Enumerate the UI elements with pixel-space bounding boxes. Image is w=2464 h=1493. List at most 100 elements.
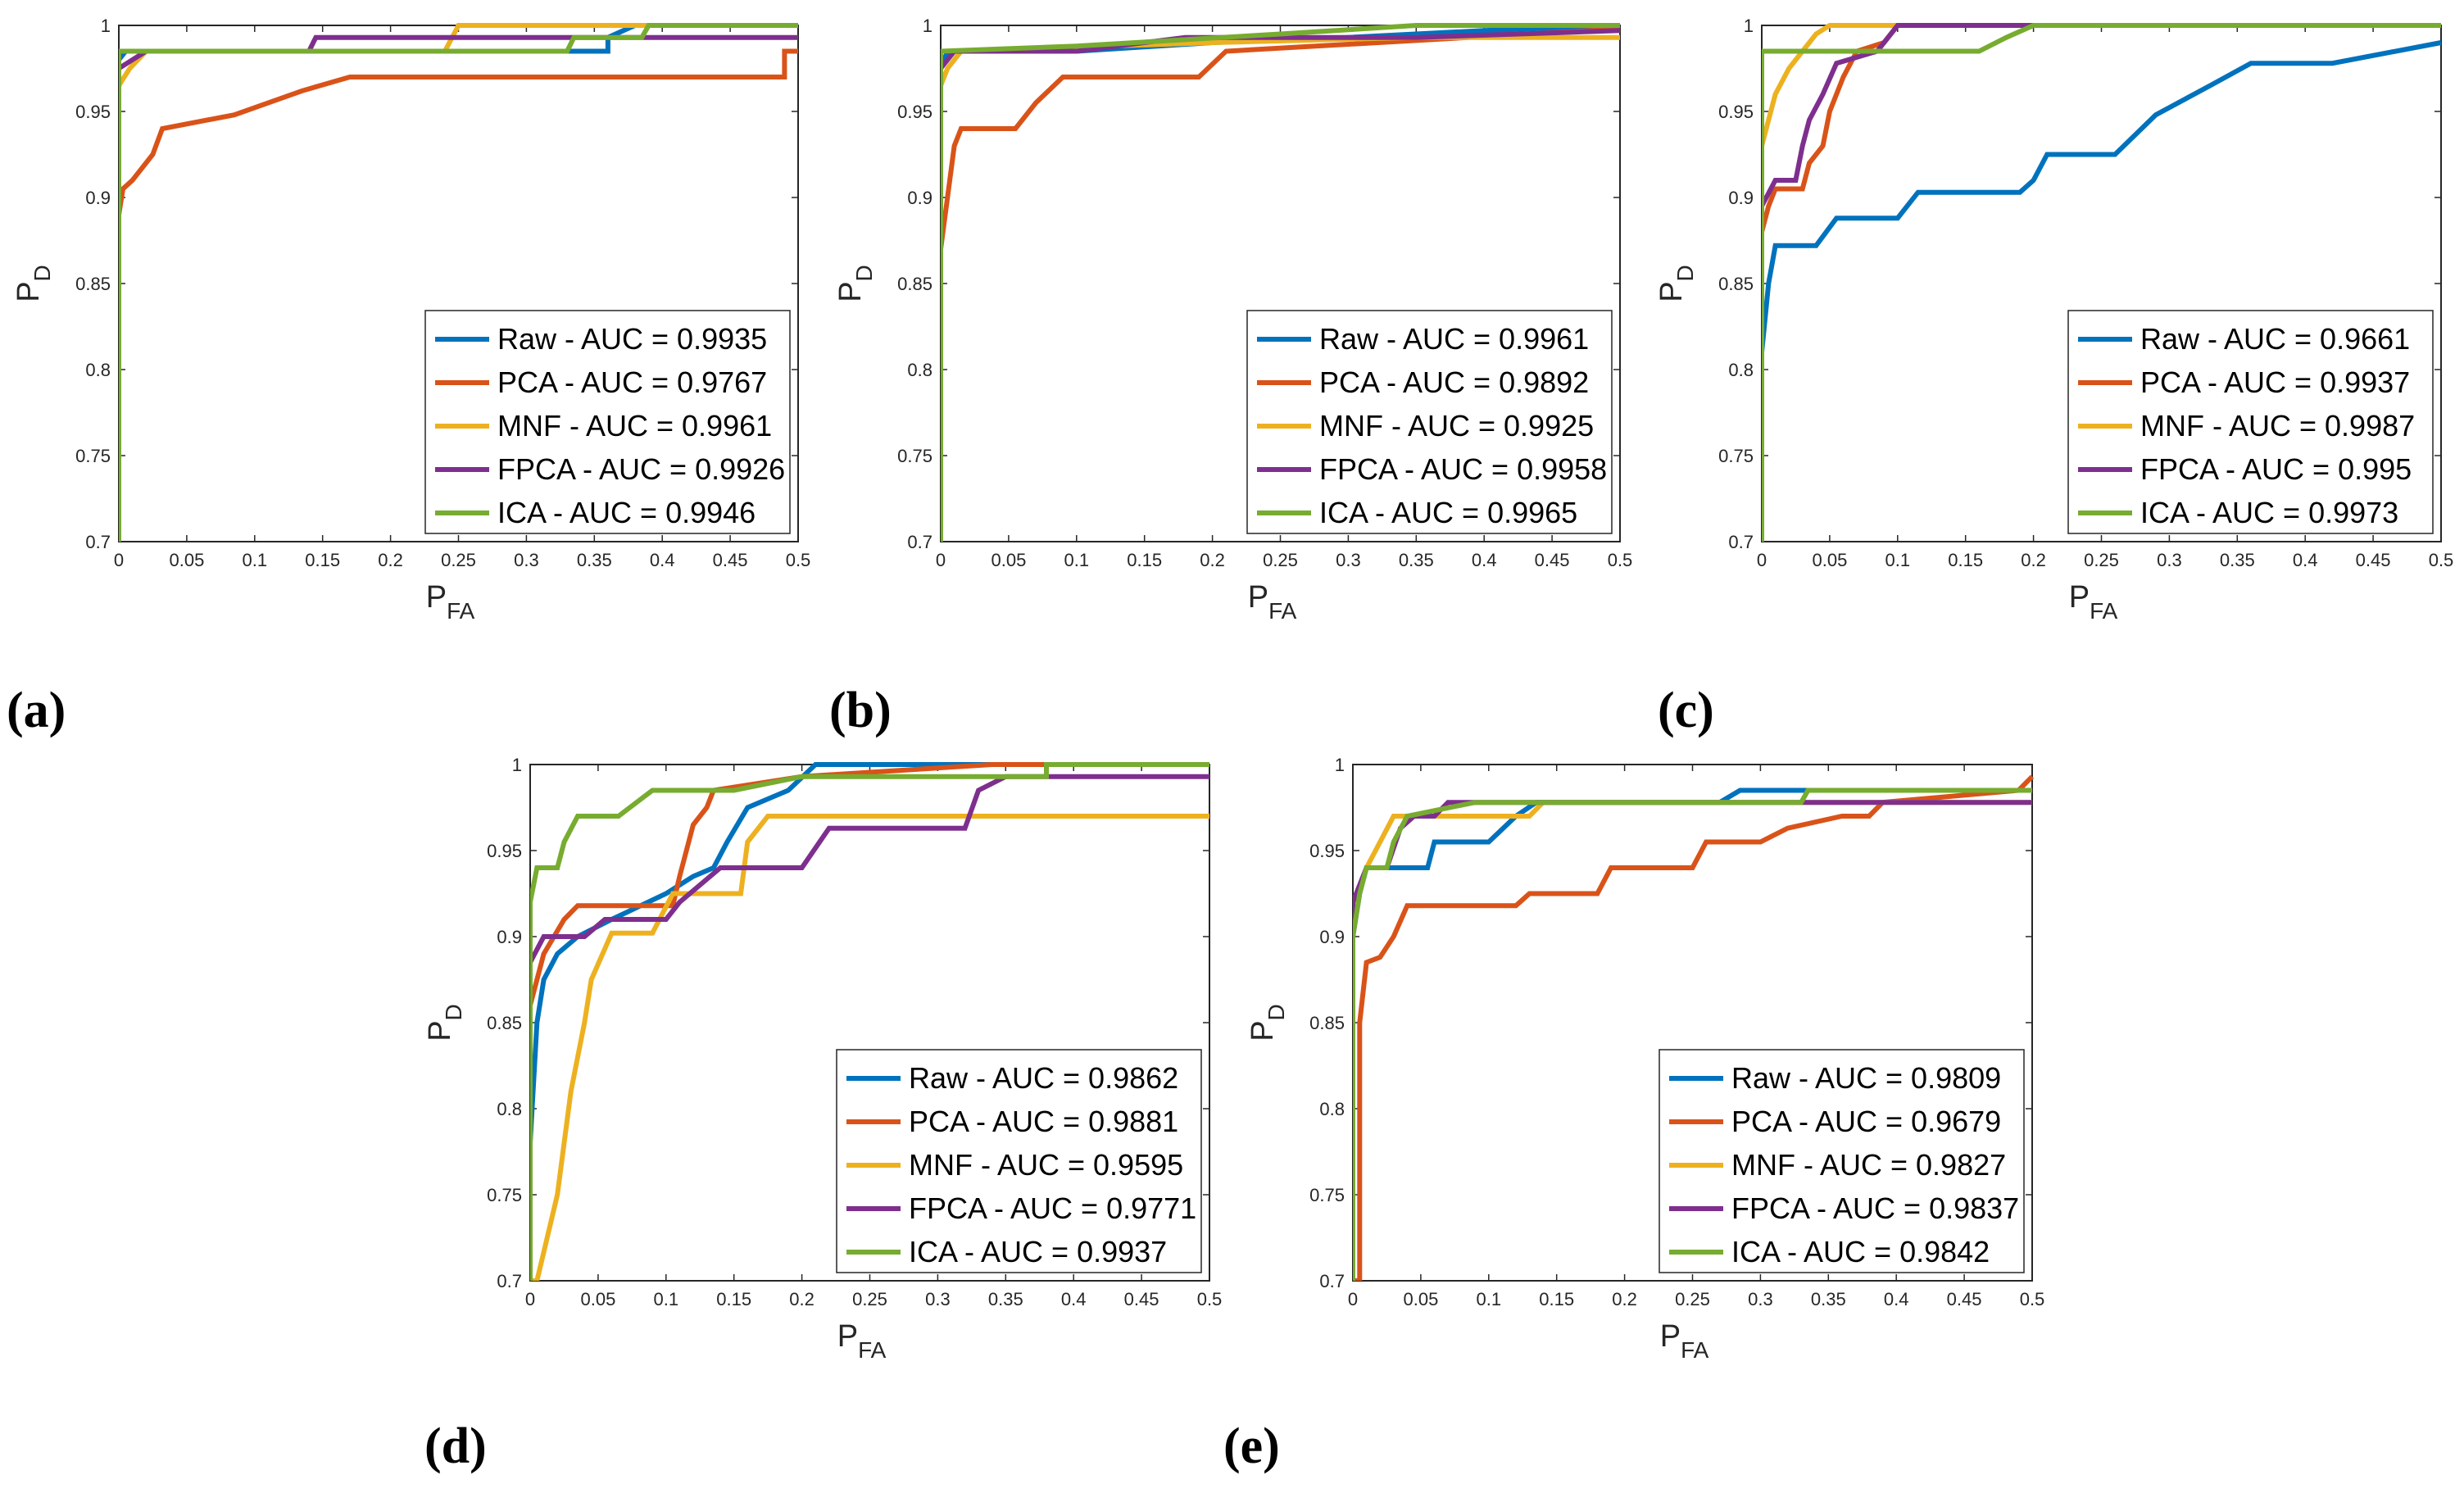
legend-entry-raw: Raw - AUC = 0.9809 <box>1731 1061 2001 1095</box>
x-axis-label: PFA <box>426 580 475 624</box>
series-line-fpca <box>1762 23 2441 542</box>
legend-b: Raw - AUC = 0.9961 PCA - AUC = 0.9892 MNF … <box>1246 310 1613 534</box>
legend-box <box>1246 310 1613 534</box>
panel-label-d: (d) <box>424 1418 487 1474</box>
legend-entry-pca: PCA - AUC = 0.9892 <box>1319 365 1589 399</box>
x-tick-label: 0.5 <box>2429 550 2454 570</box>
y-tick-label: 1 <box>923 16 933 36</box>
y-tick-label: 0.95 <box>1309 841 1345 861</box>
x-tick-label: 0.45 <box>1947 1289 1982 1309</box>
x-tick-label: 0.15 <box>716 1289 751 1309</box>
x-tick-label: 0.4 <box>1472 550 1497 570</box>
y-tick-label: 0.8 <box>85 360 111 380</box>
legend-entry-fpca: FPCA - AUC = 0.9958 <box>1319 452 1607 486</box>
legend-entry-ica: ICA - AUC = 0.9973 <box>2140 496 2398 529</box>
x-tick-label: 0.1 <box>654 1289 679 1309</box>
x-tick-label: 0.25 <box>441 550 476 570</box>
x-tick-label: 0.45 <box>1535 550 1570 570</box>
y-tick-label: 0.9 <box>907 188 933 208</box>
x-tick-label: 0.35 <box>577 550 612 570</box>
x-tick-label: 0.2 <box>1612 1289 1637 1309</box>
y-axis-label: PD <box>11 265 55 302</box>
x-tick-label: 0 <box>1348 1289 1358 1309</box>
y-tick-label: 1 <box>101 16 111 36</box>
x-tick-label: 0.4 <box>650 550 675 570</box>
legend-entry-pca: PCA - AUC = 0.9881 <box>909 1105 1178 1138</box>
y-tick-label: 1 <box>512 755 522 775</box>
x-tick-label: 0.45 <box>2356 550 2391 570</box>
x-tick-label: 0.2 <box>789 1289 815 1309</box>
x-tick-label: 0.35 <box>1811 1289 1846 1309</box>
legend-entry-raw: Raw - AUC = 0.9661 <box>2140 322 2410 356</box>
chart-panel-c: 0 0.05 0.1 0.15 0.2 0.25 0.3 0.35 0.4 0.45 0.5 0.7 0… <box>1654 16 2453 624</box>
series-line-ica <box>1353 787 2032 1281</box>
legend-entry-raw: Raw - AUC = 0.9935 <box>497 322 767 356</box>
legend-entry-ica: ICA - AUC = 0.9965 <box>1319 496 1577 529</box>
x-tick-label: 0.25 <box>1675 1289 1710 1309</box>
x-tick-label: 0.05 <box>1812 550 1847 570</box>
x-tick-label: 0.1 <box>1885 550 1911 570</box>
series-line-ica <box>119 23 798 542</box>
x-tick-label: 0.05 <box>169 550 204 570</box>
x-tick-label: 0.4 <box>1061 1289 1087 1309</box>
x-axis-label: PFA <box>1660 1319 1709 1363</box>
legend-entry-ica: ICA - AUC = 0.9946 <box>497 496 756 529</box>
x-tick-label: 0.5 <box>786 550 811 570</box>
x-tick-label: 0.2 <box>378 550 403 570</box>
panel-label-a: (a) <box>7 683 66 738</box>
y-tick-label: 0.9 <box>85 188 111 208</box>
y-tick-label: 0.95 <box>75 102 111 122</box>
legend-entry-raw: Raw - AUC = 0.9862 <box>909 1061 1178 1095</box>
series-line-ica <box>1762 23 2441 542</box>
y-axis-label: PD <box>1246 1004 1289 1041</box>
y-tick-label: 0.7 <box>1728 532 1754 552</box>
y-tick-label: 0.8 <box>1728 360 1754 380</box>
y-tick-label: 1 <box>1744 16 1754 36</box>
x-tick-label: 0.4 <box>1884 1289 1909 1309</box>
legend-entry-pca: PCA - AUC = 0.9937 <box>2140 365 2410 399</box>
x-tick-label: 0.2 <box>2021 550 2046 570</box>
y-tick-label: 0.8 <box>497 1099 522 1119</box>
x-tick-label: 0.15 <box>1127 550 1162 570</box>
y-tick-label: 0.8 <box>907 360 933 380</box>
y-tick-label: 0.7 <box>497 1271 522 1291</box>
series-line-pca <box>1353 774 2035 1281</box>
legend-entry-fpca: FPCA - AUC = 0.9771 <box>909 1191 1196 1225</box>
x-tick-label: 0.15 <box>1948 550 1983 570</box>
x-tick-label: 0.05 <box>1403 1289 1438 1309</box>
y-axis-label: PD <box>423 1004 466 1041</box>
y-tick-label: 0.75 <box>1718 446 1754 466</box>
y-tick-label: 0.9 <box>1728 188 1754 208</box>
series-line-mnf <box>530 814 1209 1281</box>
y-tick-label: 0.85 <box>487 1013 522 1033</box>
x-tick-label: 0.15 <box>305 550 340 570</box>
x-tick-label: 0.3 <box>1748 1289 1773 1309</box>
series-line-pca <box>119 48 798 542</box>
y-tick-label: 0.8 <box>1319 1099 1345 1119</box>
chart-panel-b: 0 0.05 0.1 0.15 0.2 0.25 0.3 0.35 0.4 0.45 0.5 0.7 0… <box>833 16 1632 624</box>
series-line-raw <box>530 762 1209 1281</box>
y-tick-label: 0.85 <box>897 274 933 294</box>
legend-entry-raw: Raw - AUC = 0.9961 <box>1319 322 1589 356</box>
x-tick-label: 0.5 <box>2020 1289 2045 1309</box>
x-tick-label: 0.5 <box>1197 1289 1223 1309</box>
legend-entry-mnf: MNF - AUC = 0.9987 <box>2140 409 2415 442</box>
legend-e: Raw - AUC = 0.9809 PCA - AUC = 0.9679 MNF … <box>1659 1049 2025 1273</box>
x-tick-label: 0.45 <box>713 550 748 570</box>
y-tick-label: 0.75 <box>487 1185 522 1205</box>
y-axis-label: PD <box>833 265 877 302</box>
chart-panel-e: 0 0.05 0.1 0.15 0.2 0.25 0.3 0.35 0.4 0.45 0.5 0.7 0… <box>1246 755 2044 1363</box>
x-tick-label: 0.15 <box>1539 1289 1574 1309</box>
legend-box <box>836 1049 1202 1273</box>
y-tick-label: 0.7 <box>1319 1271 1345 1291</box>
x-tick-label: 0 <box>1757 550 1767 570</box>
legend-entry-mnf: MNF - AUC = 0.9961 <box>497 409 772 442</box>
legend-d: Raw - AUC = 0.9862 PCA - AUC = 0.9881 MNF … <box>836 1049 1202 1273</box>
y-tick-label: 1 <box>1335 755 1345 775</box>
x-tick-label: 0.25 <box>1263 550 1298 570</box>
x-tick-label: 0.1 <box>1477 1289 1502 1309</box>
x-tick-label: 0.1 <box>243 550 268 570</box>
legend-box <box>2067 310 2434 534</box>
x-tick-label: 0.35 <box>1399 550 1434 570</box>
y-axis-label: PD <box>1654 265 1698 302</box>
